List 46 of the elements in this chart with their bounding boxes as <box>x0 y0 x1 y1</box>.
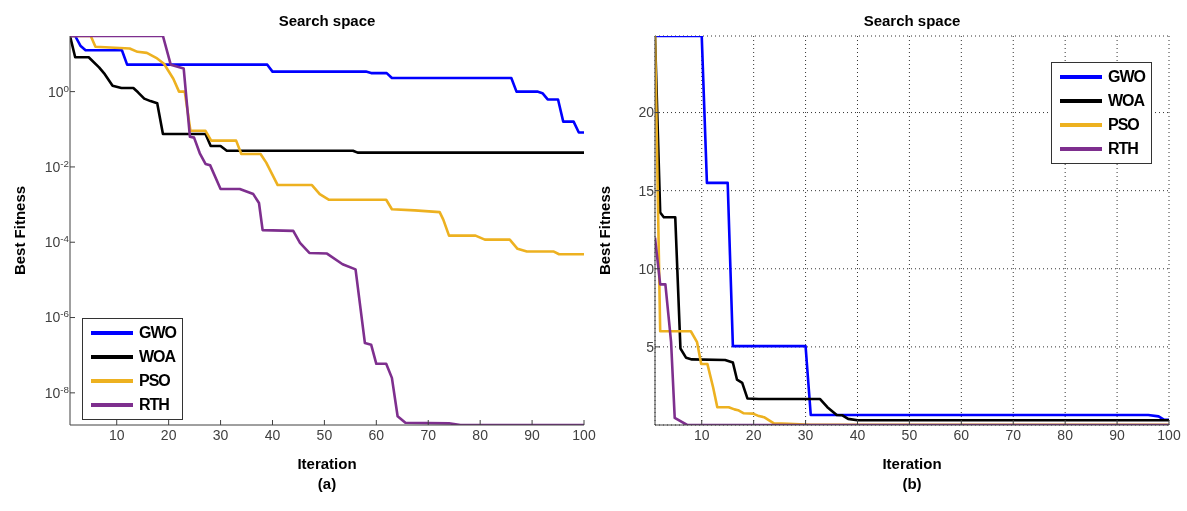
x-tick-label: 100 <box>572 426 596 443</box>
legend-label: RTH <box>139 396 169 414</box>
x-tick-label: 80 <box>472 426 489 443</box>
x-tick-label: 100 <box>1157 426 1181 443</box>
x-tick-label: 50 <box>901 426 918 443</box>
legend-label: PSO <box>139 372 170 390</box>
legend-label: RTH <box>1108 140 1138 158</box>
x-tick-label: 30 <box>212 426 229 443</box>
y-tick-label: 20 <box>638 104 655 121</box>
y-axis-title: Best Fitness <box>11 185 29 276</box>
line-series <box>70 36 584 154</box>
y-tick-label: 10$^{-4}$ <box>44 232 70 251</box>
legend-label: GWO <box>1108 68 1145 86</box>
x-tick-label: 90 <box>524 426 541 443</box>
y-tick-label: 15 <box>638 182 655 199</box>
y-axis-title: Best Fitness <box>596 185 614 276</box>
y-tick-label: 10$^{-6}$ <box>44 307 70 326</box>
x-tick-label: 10 <box>693 426 710 443</box>
x-tick-label: 70 <box>420 426 437 443</box>
x-tick-label: 50 <box>316 426 333 443</box>
x-axis-title: Iteration <box>881 455 943 472</box>
text: (b) <box>901 475 923 492</box>
x-tick-label: 60 <box>368 426 385 443</box>
legend-label: GWO <box>139 324 176 342</box>
y-tick-label: 5 <box>646 338 655 355</box>
x-tick-label: 70 <box>1005 426 1022 443</box>
y-tick-label: 10$^{-8}$ <box>44 383 70 401</box>
x-tick-label: 90 <box>1109 426 1126 443</box>
chart-title: Search space <box>277 12 377 29</box>
x-tick-label: 30 <box>797 426 814 443</box>
x-tick-label: 20 <box>160 426 177 443</box>
x-tick-label: 10 <box>108 426 125 443</box>
text: (a) <box>316 475 338 492</box>
legend-label: WOA <box>1108 92 1145 110</box>
chart-title: Search space <box>862 12 962 29</box>
legend-label: WOA <box>139 348 176 366</box>
x-tick-label: 80 <box>1057 426 1074 443</box>
x-tick-label: 60 <box>953 426 970 443</box>
x-tick-label: 40 <box>264 426 281 443</box>
y-tick-label: 10 <box>638 260 655 277</box>
y-tick-label: 10$^{0}$ <box>47 82 70 100</box>
x-tick-label: 40 <box>849 426 866 443</box>
legend-label: PSO <box>1108 116 1139 134</box>
x-tick-label: 20 <box>745 426 762 443</box>
x-axis-title: Iteration <box>296 455 358 472</box>
y-tick-label: 10$^{-2}$ <box>44 157 69 175</box>
